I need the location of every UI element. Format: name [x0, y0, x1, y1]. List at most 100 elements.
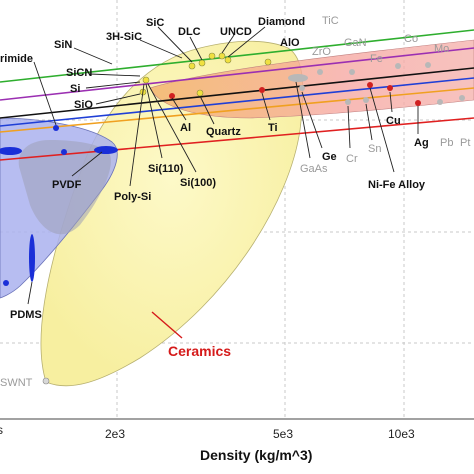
label-sin: SiN — [54, 39, 72, 51]
label-quartz: Quartz — [206, 126, 241, 138]
leader-sic — [157, 26, 193, 63]
label-zro: ZrO — [312, 46, 331, 58]
label-pt: Pt — [460, 137, 470, 149]
marker-uncd — [218, 52, 226, 60]
leader-pdms — [27, 281, 33, 305]
marker-polymer-3 — [53, 125, 59, 131]
marker-pdms — [29, 234, 35, 282]
label-ge: Ge — [322, 151, 337, 163]
leader-dlc — [189, 36, 203, 61]
guide-line-red — [0, 117, 474, 161]
label-si110: Si(110) — [148, 163, 184, 175]
x-tick-label-3: 10e3 — [388, 427, 415, 441]
marker-cr — [345, 99, 351, 105]
guide-lines — [0, 29, 474, 161]
leader-ti — [261, 92, 271, 121]
label-mo: Mo — [434, 43, 449, 55]
polymer-markers — [0, 125, 118, 286]
label-ceramics: Ceramics — [168, 343, 231, 359]
leader-si100 — [147, 83, 197, 173]
label-rimide: rimide — [0, 53, 33, 65]
x-axis-title: Density (kg/m^3) — [200, 447, 312, 463]
leader-al — [171, 97, 187, 121]
label-cu: Cu — [386, 115, 401, 127]
leader-polysi — [129, 83, 145, 187]
leader-3h-sic — [139, 39, 183, 59]
marker-zro — [317, 69, 323, 75]
marker-cu — [387, 85, 393, 91]
marker-dlc — [198, 59, 206, 67]
marker-gaas — [288, 74, 308, 82]
label-ti: Ti — [268, 122, 278, 134]
marker-ge — [299, 85, 305, 91]
leader-rimide — [33, 61, 57, 126]
leader-uncd — [221, 34, 235, 54]
marker-ti — [259, 87, 265, 93]
marker-aio — [264, 58, 272, 66]
material-markers — [42, 52, 465, 385]
marker-swnt — [42, 377, 50, 385]
label-uncd: UNCD — [220, 26, 252, 38]
label-dlc: DLC — [178, 26, 201, 38]
guide-line-orange — [0, 87, 474, 133]
leader-sn — [365, 103, 373, 141]
marker-al — [169, 93, 175, 99]
marker-pt — [459, 95, 465, 101]
leader-gaas — [295, 81, 311, 159]
label-ag: Ag — [414, 137, 429, 149]
leader-quartz — [199, 95, 215, 125]
label-pvdf: PVDF — [52, 179, 82, 191]
marker-nife — [367, 82, 373, 88]
marker-polymer-4 — [61, 149, 67, 155]
leader-sio — [95, 93, 141, 105]
leader-si — [85, 81, 141, 89]
leader-cu — [389, 91, 393, 113]
leader-sicn — [89, 73, 141, 77]
label-tic: TiC — [322, 15, 339, 27]
guide-line-green — [0, 29, 474, 83]
marker-diamond — [224, 56, 232, 64]
leader-ge — [301, 91, 323, 149]
label-cr: Cr — [346, 153, 358, 165]
label-sicn: SiCN — [66, 67, 92, 79]
leader-sin — [73, 47, 113, 65]
label-si: Si — [70, 83, 80, 95]
marker-co — [395, 63, 401, 69]
leader-nife — [369, 87, 395, 173]
leader-pvdf — [71, 151, 103, 177]
x-tick-label-1: 2e3 — [105, 427, 125, 441]
label-pb: Pb — [440, 137, 453, 149]
label-gaas: GaAs — [300, 163, 328, 175]
label-swnt: SWNT — [0, 377, 33, 389]
label-aio: AlO — [280, 37, 300, 49]
label-polysi: Poly-Si — [114, 191, 151, 203]
label-sio: SiO — [74, 99, 93, 111]
x-tick-label-2: 5e3 — [273, 427, 293, 441]
leader-cr — [347, 105, 351, 149]
marker-sic — [188, 62, 196, 70]
metals-region — [149, 39, 474, 119]
label-3h-sic: 3H-SiC — [106, 31, 142, 43]
label-sic: SiC — [146, 17, 164, 29]
marker-polymer-5 — [3, 280, 9, 286]
marker-polymer-2 — [94, 146, 118, 154]
leader-si110 — [145, 83, 163, 159]
label-pdms: PDMS — [10, 309, 42, 321]
label-si100: Si(100) — [180, 177, 216, 189]
x-axis-edge-glyph: s — [0, 423, 3, 437]
marker-3h-sic — [208, 52, 216, 60]
guide-line-purple — [0, 47, 474, 101]
leader-lines — [27, 26, 419, 339]
label-al: Al — [180, 122, 191, 134]
label-co: Co — [404, 33, 418, 45]
marker-pb — [437, 99, 443, 105]
marker-mo — [425, 62, 431, 68]
labels: rimide SiN 3H-SiC SiC DLC UNCD Diamond T… — [0, 15, 470, 389]
marker-fe — [349, 69, 355, 75]
label-sn: Sn — [368, 143, 381, 155]
leader-diamond — [227, 26, 266, 58]
marker-polymer-1 — [0, 147, 22, 155]
marker-ag — [415, 100, 421, 106]
label-fe: Fe — [370, 53, 383, 65]
